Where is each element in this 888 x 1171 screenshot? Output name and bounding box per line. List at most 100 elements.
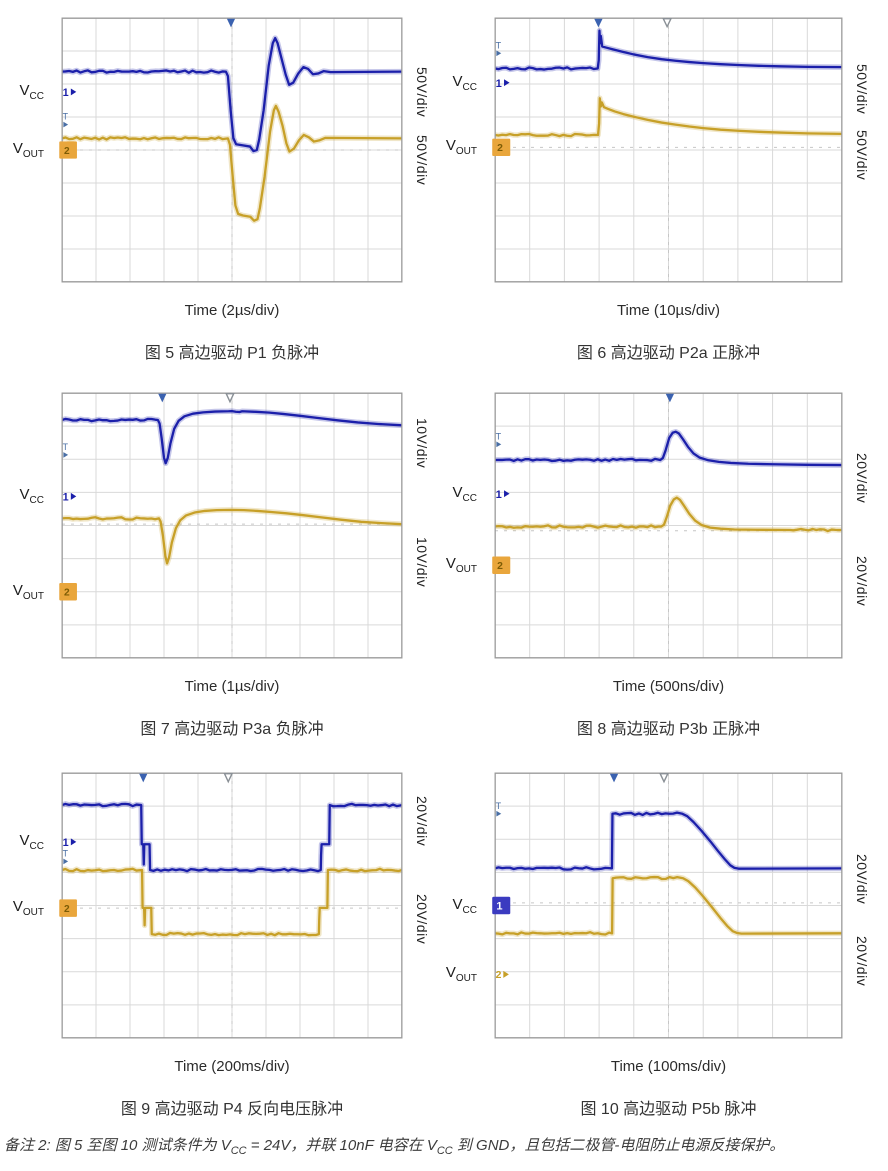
trigger-marker (139, 773, 148, 783)
grid-lines (62, 773, 402, 1038)
vout-label: VOUT (0, 139, 44, 165)
vcc-label-main: V (452, 895, 463, 913)
svg-text:1: 1 (496, 901, 502, 913)
vcc-label: VCC (0, 81, 44, 107)
vcc-label-sub: CC (462, 492, 477, 504)
trigger-marker (609, 773, 619, 783)
plot-border (495, 393, 842, 658)
grid-lines (62, 18, 402, 282)
time-axis-label: Time (200ms/div) (174, 1058, 290, 1075)
oscilloscope-plot-fig5: 1 T 2 (59, 18, 402, 282)
plot-border (62, 773, 402, 1038)
vcc-label: VCC (411, 483, 477, 509)
vout-label-sub: OUT (455, 973, 477, 985)
svg-text:T: T (496, 40, 502, 50)
ch2-scale-label: 20V/div (414, 893, 430, 944)
time-axis-label: Time (10µs/div) (616, 302, 721, 319)
center-marker (663, 19, 671, 27)
svg-text:1: 1 (63, 87, 69, 99)
grid-lines (495, 393, 842, 658)
ch1-ground-marker: 1 (496, 489, 510, 501)
time-axis-label: Time (2µs/div) (184, 302, 280, 319)
svg-text:T: T (63, 112, 69, 122)
ch2-ground-marker: 2 (59, 583, 77, 601)
vcc-trace (62, 804, 402, 871)
vcc-label-main: V (452, 483, 463, 501)
oscilloscope-plot-fig7: 1 T 2 (59, 393, 402, 658)
plot-border (495, 18, 842, 282)
scope-graticule-fig5: 1 T 2 (59, 18, 402, 282)
footnote-text-1: 备注 2: 图 5 至图 10 测试条件为 V (4, 1137, 231, 1154)
grid-lines (495, 773, 842, 1038)
figure-caption: 图 5 高边驱动 P1 负脉冲 (144, 345, 320, 362)
vout-label: VOUT (0, 897, 44, 923)
vout-label-sub: OUT (455, 564, 477, 576)
ch1-scale-label: 50V/div (414, 66, 430, 117)
trigger-level-marker: T (63, 112, 69, 128)
vcc-trace (495, 432, 842, 465)
figure-caption: 图 8 高边驱动 P3b 正脉冲 (576, 721, 761, 738)
vout-label-sub: OUT (22, 149, 44, 160)
trigger-level-marker: T (496, 40, 502, 57)
ch2-scale-label: 20V/div (854, 936, 870, 987)
ch1-scale-label: 20V/div (854, 452, 870, 503)
ch1-ground-marker: 1 (492, 896, 511, 915)
vcc-trace (495, 813, 842, 870)
vcc-label: VCC (0, 485, 44, 511)
ch1-scale-label: 10V/div (414, 418, 430, 469)
vout-trace (495, 877, 842, 934)
figure-caption: 图 7 高边驱动 P3a 负脉冲 (140, 721, 324, 738)
ch1-scale-label: 50V/div (854, 64, 870, 115)
trigger-level-marker: T (496, 801, 502, 817)
ch2-ground-marker: 2 (496, 970, 509, 981)
svg-text:2: 2 (64, 904, 70, 915)
trigger-level-marker: T (496, 431, 502, 448)
svg-text:2: 2 (496, 970, 502, 981)
vcc-label-sub: CC (29, 840, 44, 852)
vout-label-sub: OUT (455, 146, 477, 158)
svg-text:T: T (63, 442, 69, 452)
grid-lines (495, 18, 842, 282)
vcc-trace (495, 31, 842, 70)
svg-text:1: 1 (63, 837, 69, 849)
trigger-level-marker: T (63, 848, 69, 865)
scope-graticule-fig6: 1 T 2 (492, 18, 842, 282)
vout-label-main: V (445, 964, 456, 982)
vcc-label-main: V (452, 72, 463, 90)
vout-label-main: V (12, 581, 23, 599)
plot-border (62, 18, 402, 282)
vcc-label-sub: CC (462, 904, 477, 916)
svg-text:2: 2 (64, 146, 70, 157)
scope-graticule-fig10: 1 T 2 (492, 773, 842, 1038)
vcc-label-main: V (19, 81, 30, 99)
vout-label-main: V (12, 140, 23, 157)
svg-text:1: 1 (496, 489, 502, 501)
time-axis-label: Time (100ms/div) (610, 1058, 727, 1075)
vcc-trace (62, 411, 402, 463)
ch1-scale-label: 20V/div (414, 795, 430, 846)
svg-text:T: T (496, 431, 502, 441)
svg-text:T: T (63, 848, 69, 858)
vcc-label-sub: CC (462, 81, 477, 93)
vout-label-main: V (445, 137, 456, 155)
svg-text:T: T (496, 801, 502, 811)
footnote-text-3: 到 GND，且包括二极管-电阻防止电源反接保护。 (452, 1137, 785, 1154)
oscilloscope-plot-fig10: 1 T 2 (492, 773, 842, 1038)
ch2-ground-marker: 2 (492, 138, 511, 157)
vout-trace (62, 869, 402, 935)
trigger-marker (226, 18, 236, 28)
vout-label: VOUT (0, 581, 44, 607)
scope-graticule-fig8: 1 T 2 (492, 393, 842, 658)
trigger-marker (665, 393, 675, 403)
ch2-scale-label: 20V/div (854, 556, 870, 607)
vout-label-main: V (445, 555, 456, 573)
vcc-label-main: V (19, 831, 30, 849)
vcc-label: VCC (411, 72, 477, 98)
vcc-label-sub: CC (29, 495, 44, 507)
vout-trace (495, 498, 842, 531)
